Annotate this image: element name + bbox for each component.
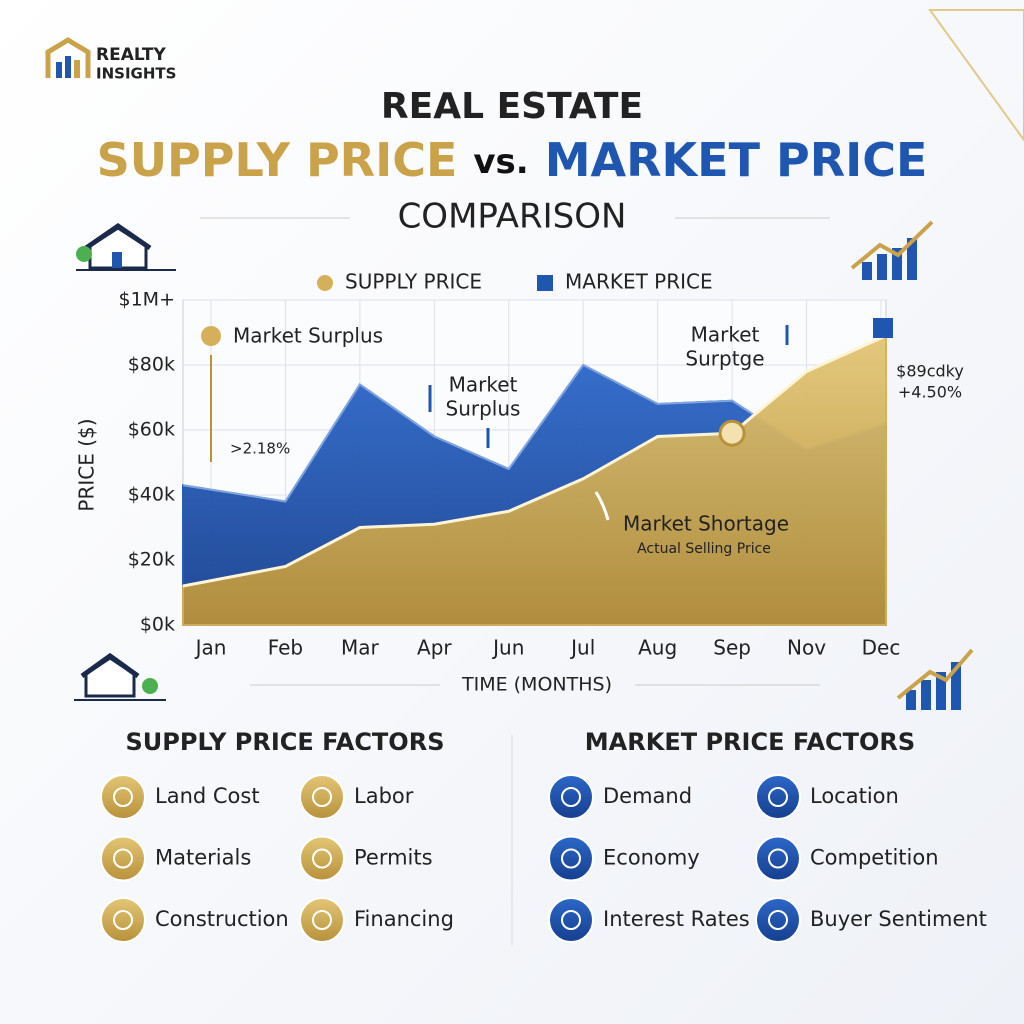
y-tick-label: $20k bbox=[128, 549, 175, 571]
factor-icon bbox=[548, 835, 594, 882]
y-tick-label: $80k bbox=[128, 354, 175, 376]
factor-icon-inner bbox=[561, 910, 581, 930]
factor-label: Economy bbox=[603, 846, 700, 870]
growth-icon bbox=[850, 220, 934, 280]
title-part: MARKET PRICE bbox=[545, 133, 928, 187]
annotation-icon bbox=[201, 326, 221, 346]
annotation: >2.18% bbox=[230, 440, 290, 458]
legend-label: MARKET PRICE bbox=[565, 270, 713, 294]
annotation: Market bbox=[691, 323, 760, 347]
title: SUPPLY PRICE vs. MARKET PRICE bbox=[97, 133, 928, 187]
growth-icon bbox=[896, 648, 974, 710]
chart: $0k $20k $40k $60k $80k $1M+ Jan Feb Mar Apr Jun Ju… bbox=[75, 270, 964, 696]
annotation: Surplus bbox=[446, 397, 521, 421]
factor-icon-inner bbox=[768, 787, 788, 807]
factor-label: Materials bbox=[155, 846, 251, 870]
factor-icon bbox=[299, 897, 345, 943]
factor-icon bbox=[100, 897, 146, 943]
factor-icon-inner bbox=[768, 910, 788, 930]
y-axis-label: PRICE ($) bbox=[75, 418, 99, 511]
house-icon bbox=[76, 222, 176, 271]
x-tick-label: Jun bbox=[491, 636, 524, 660]
factors: SUPPLY PRICE FACTORS Land Cost Labor Materi… bbox=[100, 728, 987, 943]
factor-label: Competition bbox=[810, 846, 939, 870]
x-tick-label: Mar bbox=[341, 636, 380, 660]
factor-icon-inner bbox=[113, 910, 133, 930]
annotation: Actual Selling Price bbox=[637, 541, 771, 557]
factor-icon bbox=[548, 774, 594, 820]
x-tick-label: Feb bbox=[268, 636, 303, 660]
annotation: Surptge bbox=[685, 347, 764, 371]
factor-icon-inner bbox=[561, 787, 581, 807]
annotation: +4.50% bbox=[898, 383, 962, 402]
title: COMPARISON bbox=[398, 197, 627, 237]
factor-icon bbox=[100, 835, 146, 882]
annotation: Market Shortage bbox=[623, 512, 789, 536]
factor-label: Labor bbox=[354, 784, 414, 808]
x-tick-label: Apr bbox=[417, 636, 452, 660]
factor-label: Interest Rates bbox=[603, 907, 750, 931]
annotation: $89cdky bbox=[896, 362, 964, 381]
factor-icon-inner bbox=[312, 848, 332, 869]
house-icon bbox=[74, 652, 166, 701]
legend-swatch bbox=[317, 275, 333, 291]
x-tick-label: Dec bbox=[862, 636, 901, 660]
x-tick-label: Jan bbox=[194, 636, 227, 660]
decor bbox=[928, 9, 1024, 142]
factor-label: Location bbox=[810, 784, 899, 808]
brand: REALTY bbox=[96, 45, 166, 65]
factor-icon-inner bbox=[312, 787, 332, 807]
x-tick-label: Aug bbox=[638, 636, 677, 660]
annotation-arrow bbox=[594, 491, 610, 521]
legend-swatch bbox=[537, 275, 553, 291]
brand: INSIGHTS bbox=[96, 65, 176, 83]
factor-icon-inner bbox=[561, 848, 581, 869]
factor-icon-inner bbox=[312, 910, 332, 930]
section-title: MARKET PRICE FACTORS bbox=[585, 728, 915, 756]
factor-icon bbox=[755, 774, 801, 820]
annotation: Market bbox=[449, 373, 518, 397]
x-tick-label: Jul bbox=[569, 636, 595, 660]
y-tick-label: $1M+ bbox=[119, 289, 176, 311]
x-tick-label: Sep bbox=[713, 636, 751, 660]
annotation: Market Surplus bbox=[233, 324, 383, 348]
factor-icon bbox=[299, 835, 345, 882]
logo bbox=[45, 37, 91, 78]
factor-label: Permits bbox=[354, 846, 433, 870]
factor-icon-inner bbox=[113, 848, 133, 869]
y-tick-label: $60k bbox=[128, 419, 175, 441]
y-tick-label: $0k bbox=[140, 614, 175, 636]
factor-icon bbox=[755, 897, 801, 943]
line bbox=[182, 334, 887, 588]
x-tick-label: Nov bbox=[787, 636, 826, 660]
x-axis-label: TIME (MONTHS) bbox=[461, 674, 612, 696]
factor-icon-inner bbox=[768, 848, 788, 869]
factor-label: Construction bbox=[155, 907, 289, 931]
factor-icon bbox=[548, 897, 594, 943]
factor-label: Buyer Sentiment bbox=[810, 907, 987, 931]
factor-icon bbox=[100, 774, 146, 820]
marker bbox=[873, 318, 893, 338]
factor-icon bbox=[299, 774, 345, 820]
factor-icon-inner bbox=[113, 787, 133, 807]
title-part: vs. bbox=[473, 142, 528, 182]
factor-label: Land Cost bbox=[155, 784, 260, 808]
factor-icon bbox=[755, 835, 801, 882]
marker bbox=[718, 419, 746, 447]
y-tick-label: $40k bbox=[128, 484, 175, 506]
factor-label: Financing bbox=[354, 907, 454, 931]
title: REAL ESTATE bbox=[381, 86, 643, 127]
legend-label: SUPPLY PRICE bbox=[345, 270, 482, 294]
section-title: SUPPLY PRICE FACTORS bbox=[126, 728, 445, 756]
factor-label: Demand bbox=[603, 784, 692, 808]
title-part: SUPPLY PRICE bbox=[97, 133, 458, 187]
